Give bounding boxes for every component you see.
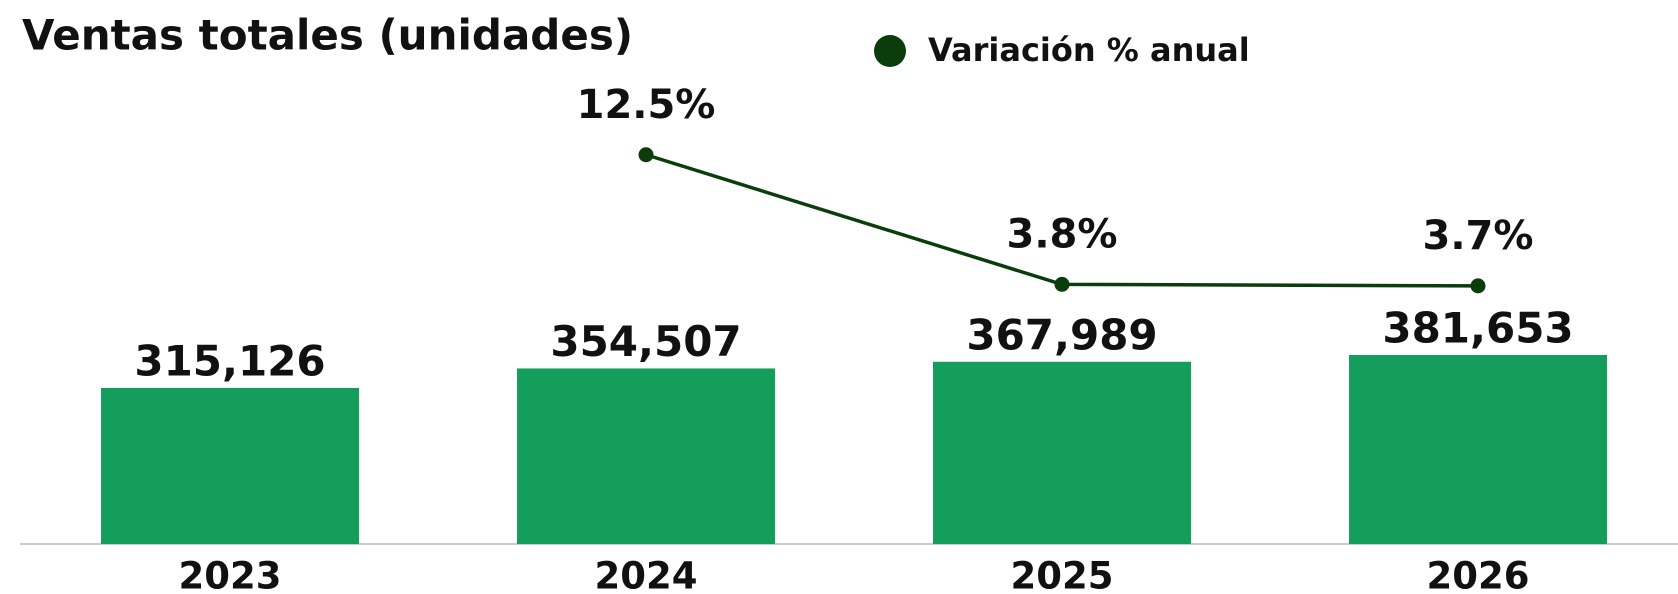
data-label: 381,653 [1382, 304, 1573, 353]
x-tick-label: 2023 [179, 555, 282, 594]
x-tick-label: 2026 [1427, 555, 1530, 594]
line-point [1054, 276, 1070, 292]
data-label: 367,989 [966, 310, 1157, 359]
x-tick-label: 2025 [1011, 555, 1114, 594]
data-label: 3.8% [1007, 211, 1118, 257]
bar [101, 387, 359, 544]
line-point [638, 147, 654, 163]
legend-marker [874, 35, 906, 67]
chart-title: Ventas totales (unidades) [22, 11, 633, 60]
bar [1349, 355, 1607, 544]
line-point [1470, 278, 1486, 294]
legend-label: Variación % anual [928, 31, 1250, 69]
bar [933, 361, 1191, 544]
data-label: 315,126 [134, 336, 325, 385]
bar [517, 368, 775, 544]
data-label: 3.7% [1423, 213, 1534, 259]
data-label: 12.5% [577, 82, 716, 128]
x-tick-label: 2024 [595, 555, 698, 594]
data-label: 354,507 [550, 317, 741, 366]
